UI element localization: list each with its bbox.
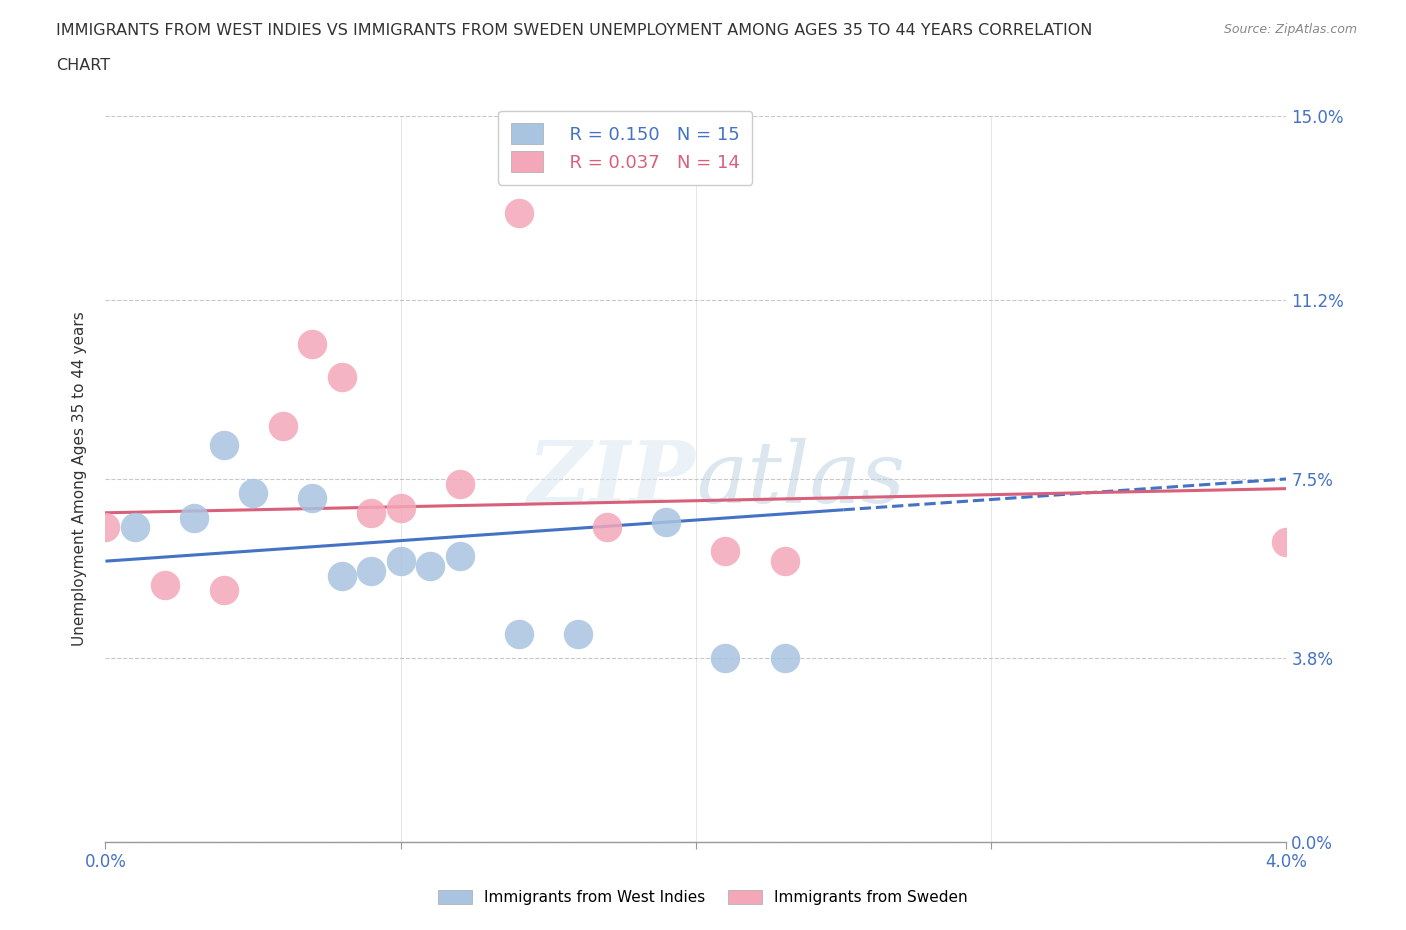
Point [389, 553, 412, 568]
Point [242, 486, 264, 501]
Point [773, 650, 796, 665]
Text: atlas: atlas [696, 438, 905, 520]
Point [449, 476, 471, 491]
Point [301, 336, 323, 351]
Point [419, 559, 441, 574]
Y-axis label: Unemployment Among Ages 35 to 44 years: Unemployment Among Ages 35 to 44 years [72, 312, 87, 646]
Point [330, 568, 353, 583]
Point [212, 583, 235, 598]
Point [153, 578, 176, 592]
Point [1275, 535, 1298, 550]
Point [124, 520, 146, 535]
Point [449, 549, 471, 564]
Point [212, 438, 235, 453]
Point [567, 626, 589, 641]
Point [183, 511, 205, 525]
Text: CHART: CHART [56, 58, 110, 73]
Point [773, 553, 796, 568]
Legend:   R = 0.150   N = 15,   R = 0.037   N = 14: R = 0.150 N = 15, R = 0.037 N = 14 [498, 111, 752, 185]
Point [94, 520, 117, 535]
Point [301, 491, 323, 506]
Text: ZIP: ZIP [529, 437, 696, 521]
Point [714, 544, 737, 559]
Text: Source: ZipAtlas.com: Source: ZipAtlas.com [1223, 23, 1357, 36]
Point [714, 650, 737, 665]
Point [271, 418, 294, 433]
Point [360, 505, 382, 520]
Point [655, 515, 678, 530]
Text: IMMIGRANTS FROM WEST INDIES VS IMMIGRANTS FROM SWEDEN UNEMPLOYMENT AMONG AGES 35: IMMIGRANTS FROM WEST INDIES VS IMMIGRANT… [56, 23, 1092, 38]
Point [508, 206, 530, 220]
Point [360, 564, 382, 578]
Point [330, 370, 353, 385]
Point [596, 520, 619, 535]
Point [389, 500, 412, 515]
Legend: Immigrants from West Indies, Immigrants from Sweden: Immigrants from West Indies, Immigrants … [432, 884, 974, 911]
Point [508, 626, 530, 641]
